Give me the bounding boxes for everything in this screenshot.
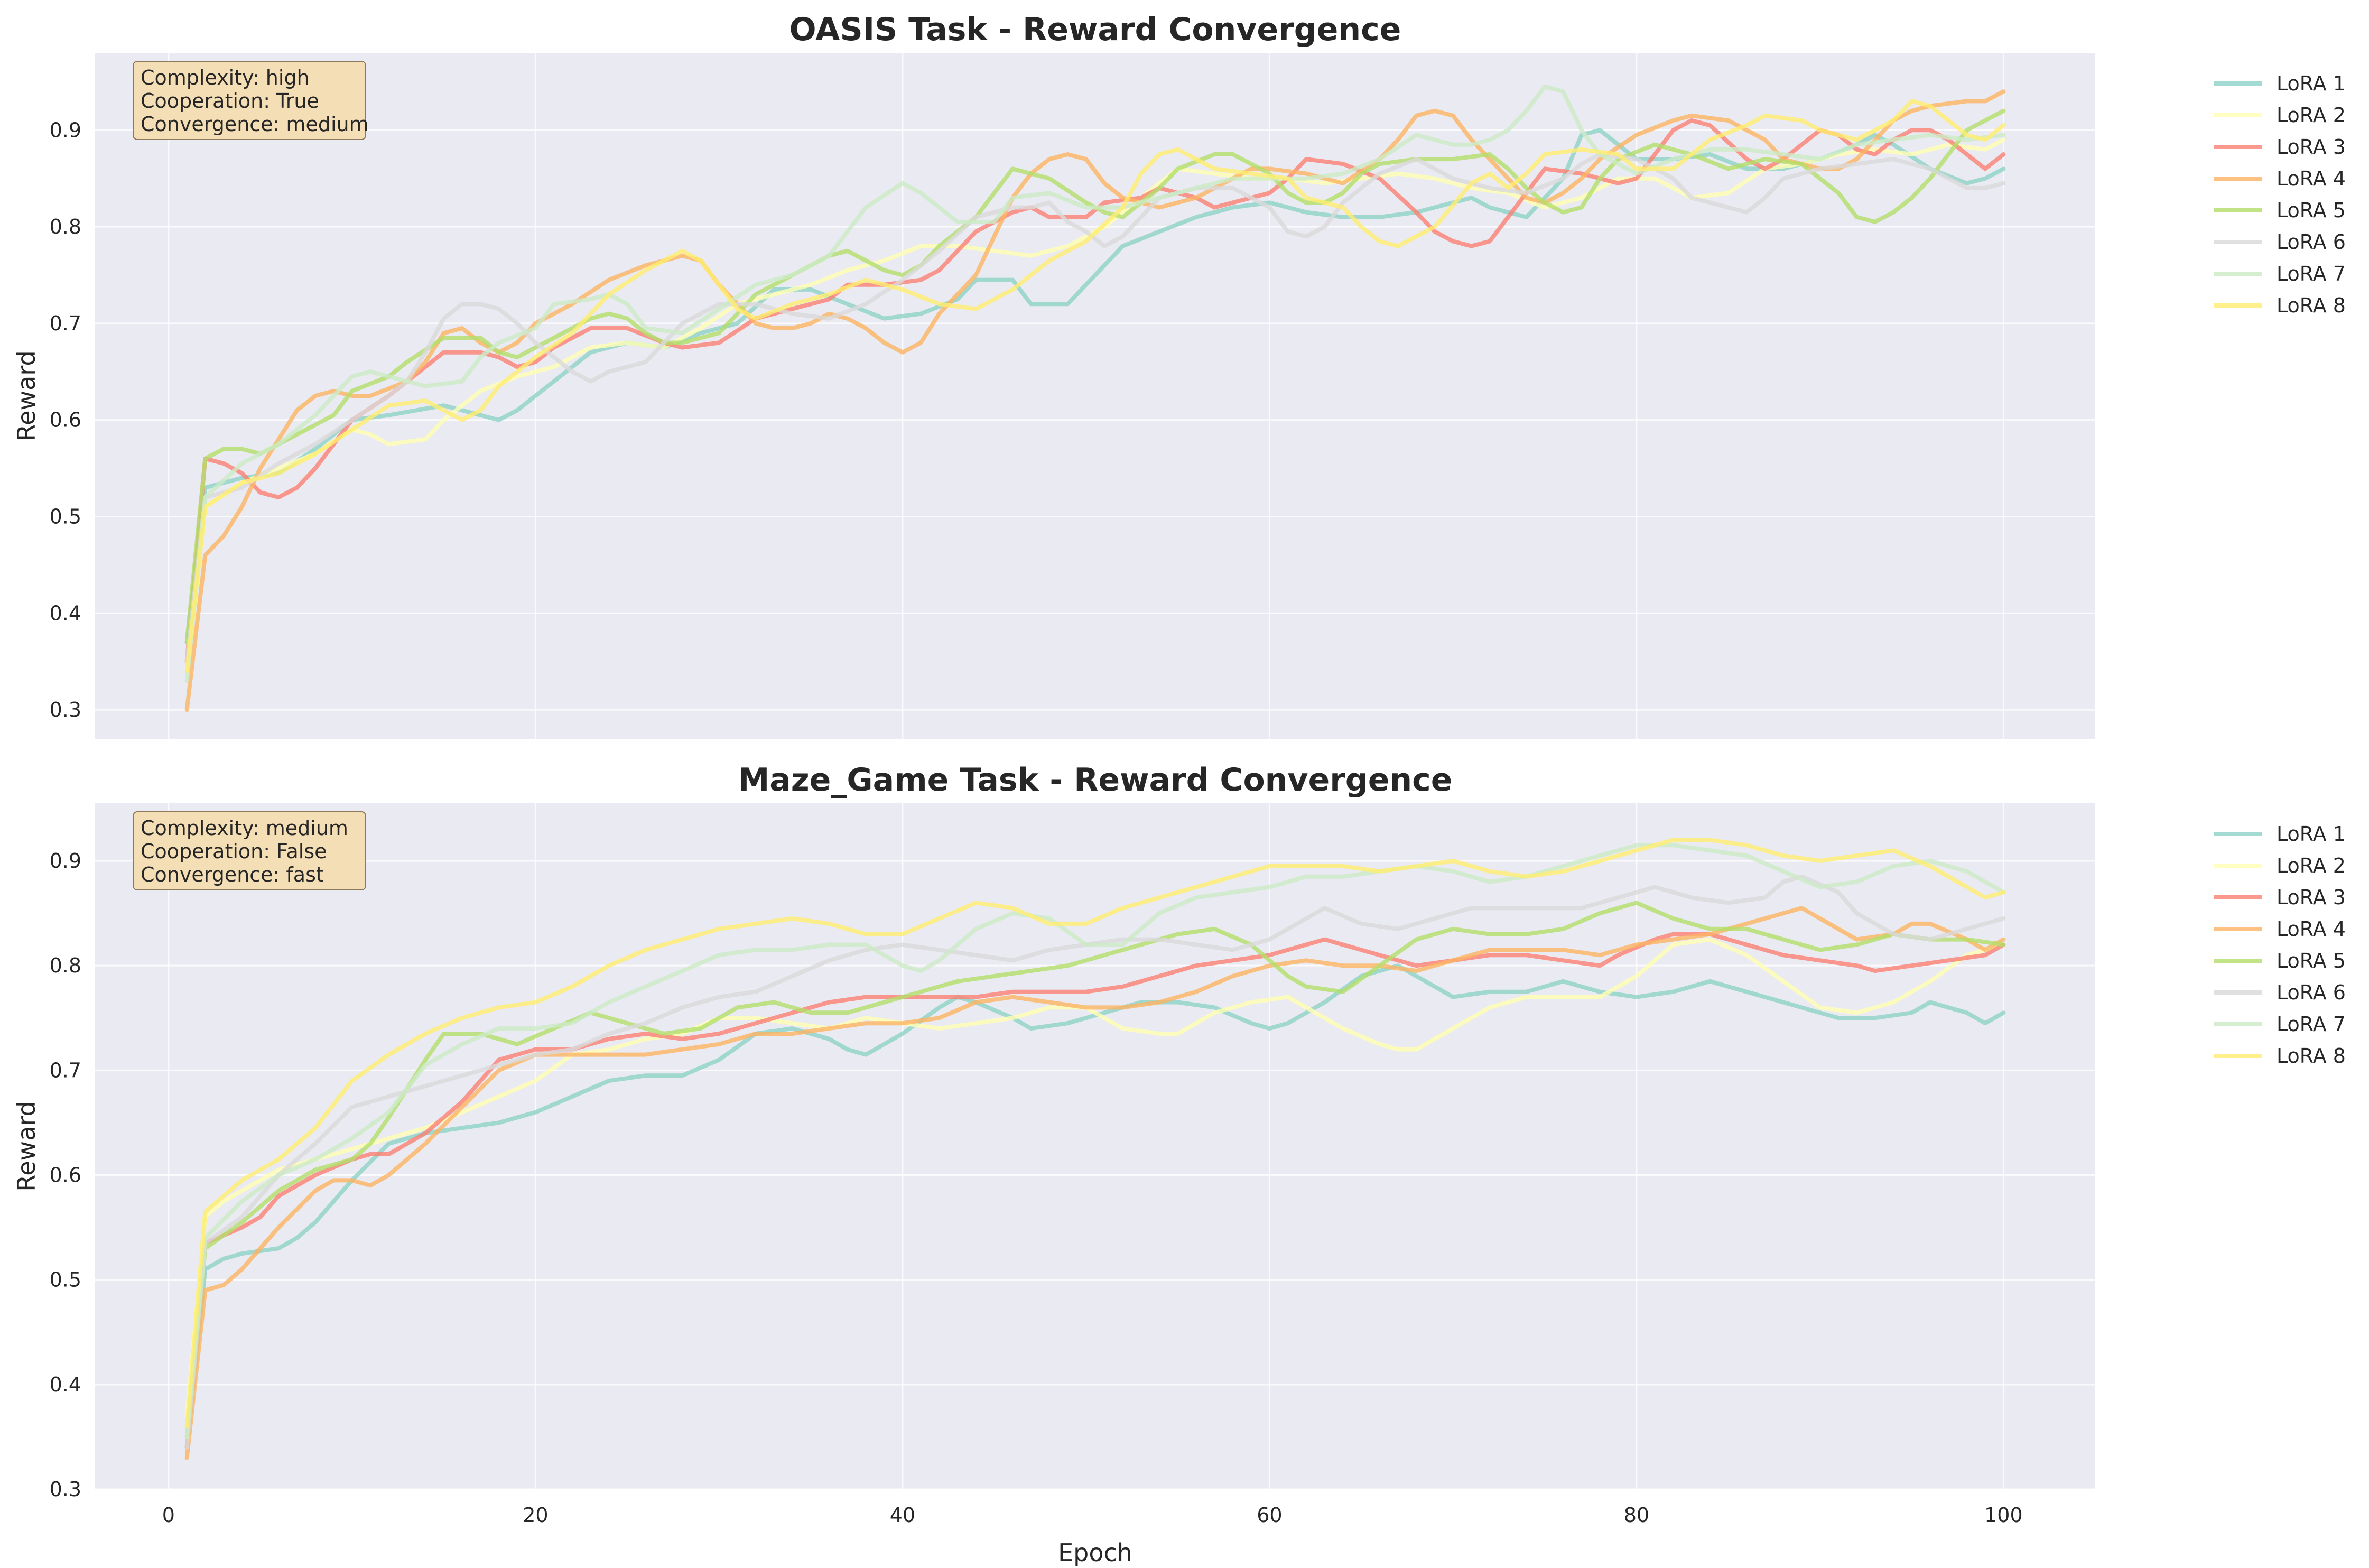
chart-panel-1: OASIS Task - Reward Convergence 0.3 0.4 0.5… [12,11,2346,739]
y-tick-label: 0.7 [50,312,81,335]
y-tick-label: 0.6 [50,409,81,432]
y-tick-label: 0.8 [50,215,81,238]
annotation-line: Complexity: medium [141,817,348,840]
legend-label: LoRA 7 [2277,1013,2346,1036]
y-tick-label: 0.6 [50,1163,81,1186]
y-tick-label: 0.5 [50,505,81,528]
series-line-lora-1 [184,963,2006,1450]
annotation-line: Convergence: fast [141,863,324,886]
series-line-lora-8 [184,838,2006,1429]
series-line-lora-4 [184,89,2006,712]
x-axis-label: Epoch [1058,1538,1132,1567]
chart-title: Maze_Game Task - Reward Convergence [738,762,1453,799]
x-tick-label: 60 [1257,1504,1282,1527]
series-line-lora-7 [184,85,2006,683]
legend-label: LoRA 2 [2277,854,2346,877]
annotation-line: Cooperation: True [141,89,319,113]
series-line-lora-6 [184,152,2006,664]
series-line-lora-1 [184,128,2006,645]
series-line-lora-5 [184,901,2006,1439]
y-tick-label: 0.9 [50,849,81,873]
legend-label: LoRA 7 [2277,262,2346,285]
legend-label: LoRA 5 [2277,199,2346,222]
legend-label: LoRA 8 [2277,1044,2346,1068]
series-line-lora-2 [184,137,2006,664]
legend-label: LoRA 5 [2277,949,2346,972]
x-tick-label: 100 [1984,1504,2023,1527]
legend-label: LoRA 4 [2277,917,2346,941]
plot-area [95,803,2095,1489]
legend: LoRA 1 LoRA 2 LoRA 3 LoRA 4 LoRA 5 LoRA 6 LoRA… [2214,72,2346,317]
series-line-lora-7 [184,843,2006,1439]
series-group [184,838,2006,1460]
x-tick-label: 40 [890,1504,915,1527]
legend-label: LoRA 1 [2277,822,2346,846]
legend-label: LoRA 1 [2277,72,2346,95]
series-group [184,85,2006,712]
legend-label: LoRA 3 [2277,886,2346,909]
y-tick-label: 0.7 [50,1059,81,1082]
series-line-lora-4 [184,906,2006,1460]
y-tick-label: 0.4 [50,1373,81,1396]
chart-title: OASIS Task - Reward Convergence [789,11,1401,48]
annotation-background [133,61,366,140]
chart-panel-2: Maze_Game Task - Reward Convergence 0.3 0.… [12,762,2346,1567]
series-line-lora-8 [184,99,2006,673]
y-tick-label: 0.3 [50,1478,81,1501]
annotation-line: Convergence: medium [141,113,369,136]
x-tick-label: 0 [162,1504,175,1527]
y-axis-label: Reward [12,350,41,441]
legend-label: LoRA 6 [2277,981,2346,1004]
x-tick-label: 80 [1624,1504,1649,1527]
y-tick-label: 0.3 [50,698,81,721]
legend-label: LoRA 3 [2277,135,2346,159]
legend-label: LoRA 6 [2277,230,2346,254]
legend: LoRA 1 LoRA 2 LoRA 3 LoRA 4 LoRA 5 LoRA 6 LoRA… [2214,822,2346,1068]
y-axis-label: Reward [12,1101,41,1191]
legend-label: LoRA 2 [2277,104,2346,127]
y-tick-label: 0.8 [50,954,81,977]
annotation-line: Complexity: high [141,66,310,89]
series-line-lora-6 [184,874,2006,1450]
y-tick-label: 0.9 [50,118,81,142]
annotation-line: Cooperation: False [141,840,327,863]
y-tick-label: 0.4 [50,601,81,625]
annotation-background [133,811,366,890]
legend-label: LoRA 4 [2277,167,2346,190]
legend-label: LoRA 8 [2277,294,2346,317]
x-tick-label: 20 [523,1504,548,1527]
y-tick-label: 0.5 [50,1268,81,1292]
